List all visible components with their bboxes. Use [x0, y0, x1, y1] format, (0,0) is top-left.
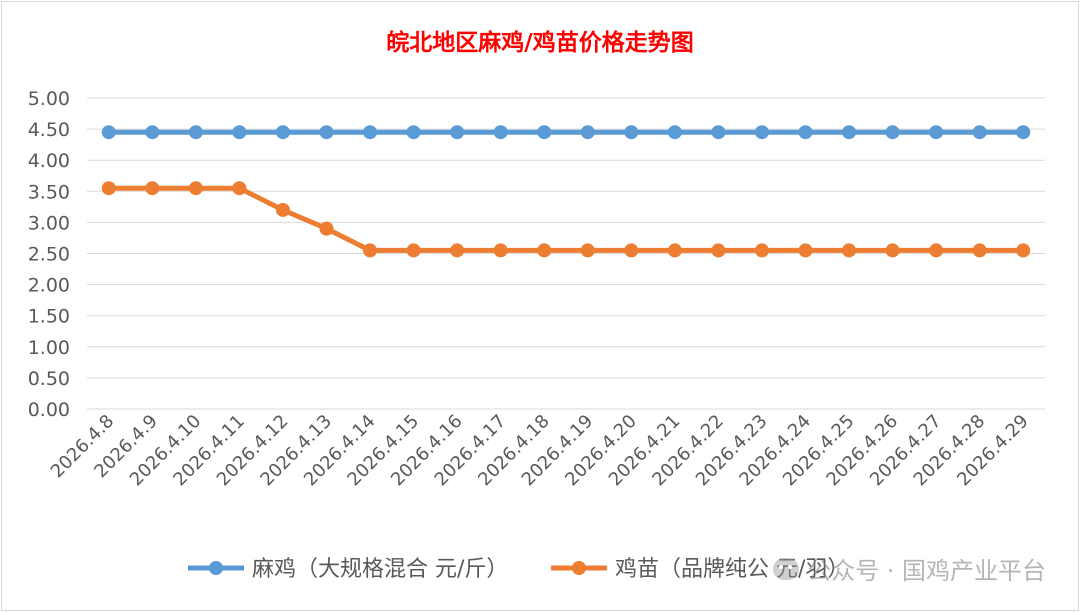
y-tick-label: 2.50	[28, 244, 70, 266]
y-tick-label: 1.00	[28, 337, 70, 359]
data-point	[580, 243, 595, 258]
data-point	[232, 181, 247, 196]
data-point	[885, 125, 900, 140]
y-tick-label: 0.00	[28, 399, 70, 421]
legend-label: 麻鸡（大规格混合 元/斤）	[252, 557, 508, 582]
series-lines	[101, 125, 1031, 258]
data-point	[798, 243, 813, 258]
y-tick-label: 1.50	[28, 306, 70, 328]
y-tick-label: 5.00	[28, 88, 70, 110]
data-point	[188, 181, 203, 196]
data-point	[754, 125, 769, 140]
data-point	[406, 125, 421, 140]
data-point	[188, 125, 203, 140]
data-point	[319, 221, 334, 236]
y-tick-label: 0.50	[28, 368, 70, 390]
y-tick-label: 4.50	[28, 119, 70, 141]
chart-title: 皖北地区麻鸡/鸡苗价格走势图	[386, 29, 693, 56]
legend: 麻鸡（大规格混合 元/斤） 鸡苗（品牌纯公 元/羽）	[188, 557, 849, 582]
data-point	[493, 243, 508, 258]
y-tick-labels: 0.00 0.50 1.00 1.50 2.00 2.50 3.00 3.50 4.00 4.50…	[28, 88, 70, 421]
data-point	[275, 202, 290, 217]
legend-swatch-marker	[572, 561, 586, 575]
wechat-icon	[773, 557, 800, 580]
data-point	[232, 125, 247, 140]
watermark: 公众号 · 国鸡产业平台	[773, 551, 1046, 586]
data-point	[450, 243, 465, 258]
data-point	[711, 125, 726, 140]
data-point	[101, 181, 116, 196]
data-point	[275, 125, 290, 140]
data-point	[101, 125, 116, 140]
series-line-1	[108, 185, 1024, 253]
data-point	[972, 243, 987, 258]
data-point	[929, 125, 944, 140]
data-point	[842, 125, 857, 140]
data-point	[493, 125, 508, 140]
watermark-text: 公众号 · 国鸡产业平台	[807, 557, 1046, 585]
data-point	[450, 125, 465, 140]
data-point	[842, 243, 857, 258]
data-point	[667, 125, 682, 140]
gridlines	[87, 97, 1045, 410]
y-tick-label: 3.00	[28, 212, 70, 234]
data-point	[929, 243, 944, 258]
data-point	[1016, 125, 1031, 140]
data-point	[145, 181, 160, 196]
data-point	[537, 243, 552, 258]
data-point	[363, 243, 378, 258]
data-point	[754, 243, 769, 258]
legend-label: 鸡苗（品牌纯公 元/羽）	[615, 557, 849, 582]
data-point	[537, 125, 552, 140]
data-point	[319, 125, 334, 140]
legend-swatch-marker	[209, 561, 223, 575]
data-point	[145, 125, 160, 140]
y-tick-label: 4.00	[28, 150, 70, 172]
data-point	[798, 125, 813, 140]
data-point	[363, 125, 378, 140]
y-tick-label: 3.50	[28, 181, 70, 203]
data-point	[667, 243, 682, 258]
data-point	[406, 243, 421, 258]
data-point	[580, 125, 595, 140]
data-point	[624, 243, 639, 258]
data-point	[711, 243, 726, 258]
data-point	[885, 243, 900, 258]
data-point	[624, 125, 639, 140]
y-tick-label: 2.00	[28, 275, 70, 297]
data-point	[972, 125, 987, 140]
data-point	[1016, 243, 1031, 258]
